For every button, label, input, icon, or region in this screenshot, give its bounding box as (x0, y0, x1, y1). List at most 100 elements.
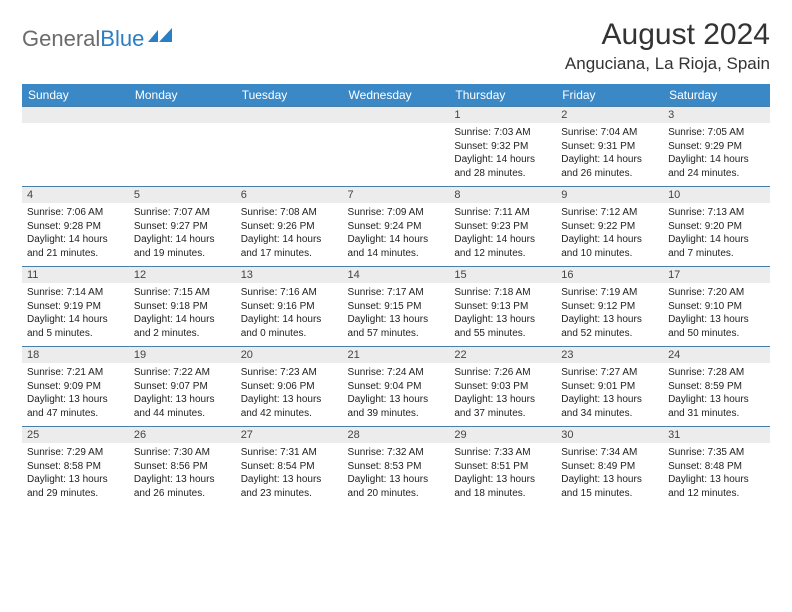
sunrise-line: Sunrise: 7:03 AM (454, 126, 551, 140)
location: Anguciana, La Rioja, Spain (565, 54, 770, 74)
daycontent: Sunrise: 7:07 AMSunset: 9:27 PMDaylight:… (129, 203, 236, 266)
daylight-line: Daylight: 14 hours and 28 minutes. (454, 153, 551, 180)
title-block: August 2024 Anguciana, La Rioja, Spain (565, 18, 770, 74)
day-cell: 8Sunrise: 7:11 AMSunset: 9:23 PMDaylight… (449, 187, 556, 267)
sunset-line: Sunset: 8:59 PM (668, 380, 765, 394)
daylight-line: Daylight: 13 hours and 20 minutes. (348, 473, 445, 500)
sunrise-line: Sunrise: 7:12 AM (561, 206, 658, 220)
sunrise-line: Sunrise: 7:23 AM (241, 366, 338, 380)
daycontent: Sunrise: 7:21 AMSunset: 9:09 PMDaylight:… (22, 363, 129, 426)
sunrise-line: Sunrise: 7:20 AM (668, 286, 765, 300)
daynum: 6 (236, 187, 343, 203)
sunrise-line: Sunrise: 7:06 AM (27, 206, 124, 220)
sunrise-line: Sunrise: 7:35 AM (668, 446, 765, 460)
week-row: 25Sunrise: 7:29 AMSunset: 8:58 PMDayligh… (22, 427, 770, 507)
sunrise-line: Sunrise: 7:34 AM (561, 446, 658, 460)
day-cell: 14Sunrise: 7:17 AMSunset: 9:15 PMDayligh… (343, 267, 450, 347)
dayname-friday: Friday (556, 84, 663, 107)
sunset-line: Sunset: 9:28 PM (27, 220, 124, 234)
day-cell: 2Sunrise: 7:04 AMSunset: 9:31 PMDaylight… (556, 107, 663, 187)
daynum: 2 (556, 107, 663, 123)
sunset-line: Sunset: 9:23 PM (454, 220, 551, 234)
day-cell: 27Sunrise: 7:31 AMSunset: 8:54 PMDayligh… (236, 427, 343, 507)
dayname-thursday: Thursday (449, 84, 556, 107)
sunset-line: Sunset: 9:03 PM (454, 380, 551, 394)
daycontent: Sunrise: 7:06 AMSunset: 9:28 PMDaylight:… (22, 203, 129, 266)
sunrise-line: Sunrise: 7:16 AM (241, 286, 338, 300)
daynum: 19 (129, 347, 236, 363)
sunrise-line: Sunrise: 7:28 AM (668, 366, 765, 380)
dayname-saturday: Saturday (663, 84, 770, 107)
daynum-empty (22, 107, 129, 123)
daylight-line: Daylight: 13 hours and 29 minutes. (27, 473, 124, 500)
daylight-line: Daylight: 14 hours and 24 minutes. (668, 153, 765, 180)
daynum: 18 (22, 347, 129, 363)
sunset-line: Sunset: 9:09 PM (27, 380, 124, 394)
daynum: 16 (556, 267, 663, 283)
sunset-line: Sunset: 9:07 PM (134, 380, 231, 394)
day-cell: 16Sunrise: 7:19 AMSunset: 9:12 PMDayligh… (556, 267, 663, 347)
week-row: 4Sunrise: 7:06 AMSunset: 9:28 PMDaylight… (22, 187, 770, 267)
daycontent: Sunrise: 7:15 AMSunset: 9:18 PMDaylight:… (129, 283, 236, 346)
daylight-line: Daylight: 13 hours and 44 minutes. (134, 393, 231, 420)
sunrise-line: Sunrise: 7:08 AM (241, 206, 338, 220)
day-cell: 13Sunrise: 7:16 AMSunset: 9:16 PMDayligh… (236, 267, 343, 347)
week-row: 1Sunrise: 7:03 AMSunset: 9:32 PMDaylight… (22, 107, 770, 187)
daynum: 27 (236, 427, 343, 443)
daynum: 15 (449, 267, 556, 283)
daynum: 7 (343, 187, 450, 203)
logo-word2: Blue (100, 26, 144, 51)
daycontent: Sunrise: 7:34 AMSunset: 8:49 PMDaylight:… (556, 443, 663, 506)
daynum: 9 (556, 187, 663, 203)
daynum: 13 (236, 267, 343, 283)
day-cell: 22Sunrise: 7:26 AMSunset: 9:03 PMDayligh… (449, 347, 556, 427)
daycontent: Sunrise: 7:12 AMSunset: 9:22 PMDaylight:… (556, 203, 663, 266)
daylight-line: Daylight: 14 hours and 7 minutes. (668, 233, 765, 260)
daycontent: Sunrise: 7:14 AMSunset: 9:19 PMDaylight:… (22, 283, 129, 346)
sunset-line: Sunset: 9:22 PM (561, 220, 658, 234)
day-cell: 31Sunrise: 7:35 AMSunset: 8:48 PMDayligh… (663, 427, 770, 507)
daycontent: Sunrise: 7:35 AMSunset: 8:48 PMDaylight:… (663, 443, 770, 506)
daylight-line: Daylight: 14 hours and 0 minutes. (241, 313, 338, 340)
day-cell: 18Sunrise: 7:21 AMSunset: 9:09 PMDayligh… (22, 347, 129, 427)
daylight-line: Daylight: 14 hours and 19 minutes. (134, 233, 231, 260)
daycontent: Sunrise: 7:30 AMSunset: 8:56 PMDaylight:… (129, 443, 236, 506)
daylight-line: Daylight: 13 hours and 34 minutes. (561, 393, 658, 420)
day-cell: 12Sunrise: 7:15 AMSunset: 9:18 PMDayligh… (129, 267, 236, 347)
sunset-line: Sunset: 9:16 PM (241, 300, 338, 314)
dayname-sunday: Sunday (22, 84, 129, 107)
sunset-line: Sunset: 8:54 PM (241, 460, 338, 474)
daynum: 11 (22, 267, 129, 283)
sunrise-line: Sunrise: 7:19 AM (561, 286, 658, 300)
sunrise-line: Sunrise: 7:33 AM (454, 446, 551, 460)
sunset-line: Sunset: 9:04 PM (348, 380, 445, 394)
day-cell: 4Sunrise: 7:06 AMSunset: 9:28 PMDaylight… (22, 187, 129, 267)
daynum: 29 (449, 427, 556, 443)
daycontent: Sunrise: 7:28 AMSunset: 8:59 PMDaylight:… (663, 363, 770, 426)
sunrise-line: Sunrise: 7:17 AM (348, 286, 445, 300)
daycontent: Sunrise: 7:09 AMSunset: 9:24 PMDaylight:… (343, 203, 450, 266)
sunset-line: Sunset: 8:53 PM (348, 460, 445, 474)
month-title: August 2024 (565, 18, 770, 52)
daylight-line: Daylight: 14 hours and 17 minutes. (241, 233, 338, 260)
sunset-line: Sunset: 9:12 PM (561, 300, 658, 314)
day-cell: 19Sunrise: 7:22 AMSunset: 9:07 PMDayligh… (129, 347, 236, 427)
day-cell: 5Sunrise: 7:07 AMSunset: 9:27 PMDaylight… (129, 187, 236, 267)
day-cell: 7Sunrise: 7:09 AMSunset: 9:24 PMDaylight… (343, 187, 450, 267)
day-cell: 21Sunrise: 7:24 AMSunset: 9:04 PMDayligh… (343, 347, 450, 427)
day-cell: 24Sunrise: 7:28 AMSunset: 8:59 PMDayligh… (663, 347, 770, 427)
daynum: 5 (129, 187, 236, 203)
daylight-line: Daylight: 14 hours and 26 minutes. (561, 153, 658, 180)
sunrise-line: Sunrise: 7:05 AM (668, 126, 765, 140)
daynum-empty (236, 107, 343, 123)
day-cell (129, 107, 236, 187)
sunrise-line: Sunrise: 7:29 AM (27, 446, 124, 460)
logo-word1: General (22, 26, 100, 51)
sunset-line: Sunset: 9:31 PM (561, 140, 658, 154)
daylight-line: Daylight: 13 hours and 18 minutes. (454, 473, 551, 500)
sunset-line: Sunset: 9:20 PM (668, 220, 765, 234)
daynum: 1 (449, 107, 556, 123)
daylight-line: Daylight: 14 hours and 5 minutes. (27, 313, 124, 340)
daycontent: Sunrise: 7:16 AMSunset: 9:16 PMDaylight:… (236, 283, 343, 346)
daylight-line: Daylight: 13 hours and 26 minutes. (134, 473, 231, 500)
